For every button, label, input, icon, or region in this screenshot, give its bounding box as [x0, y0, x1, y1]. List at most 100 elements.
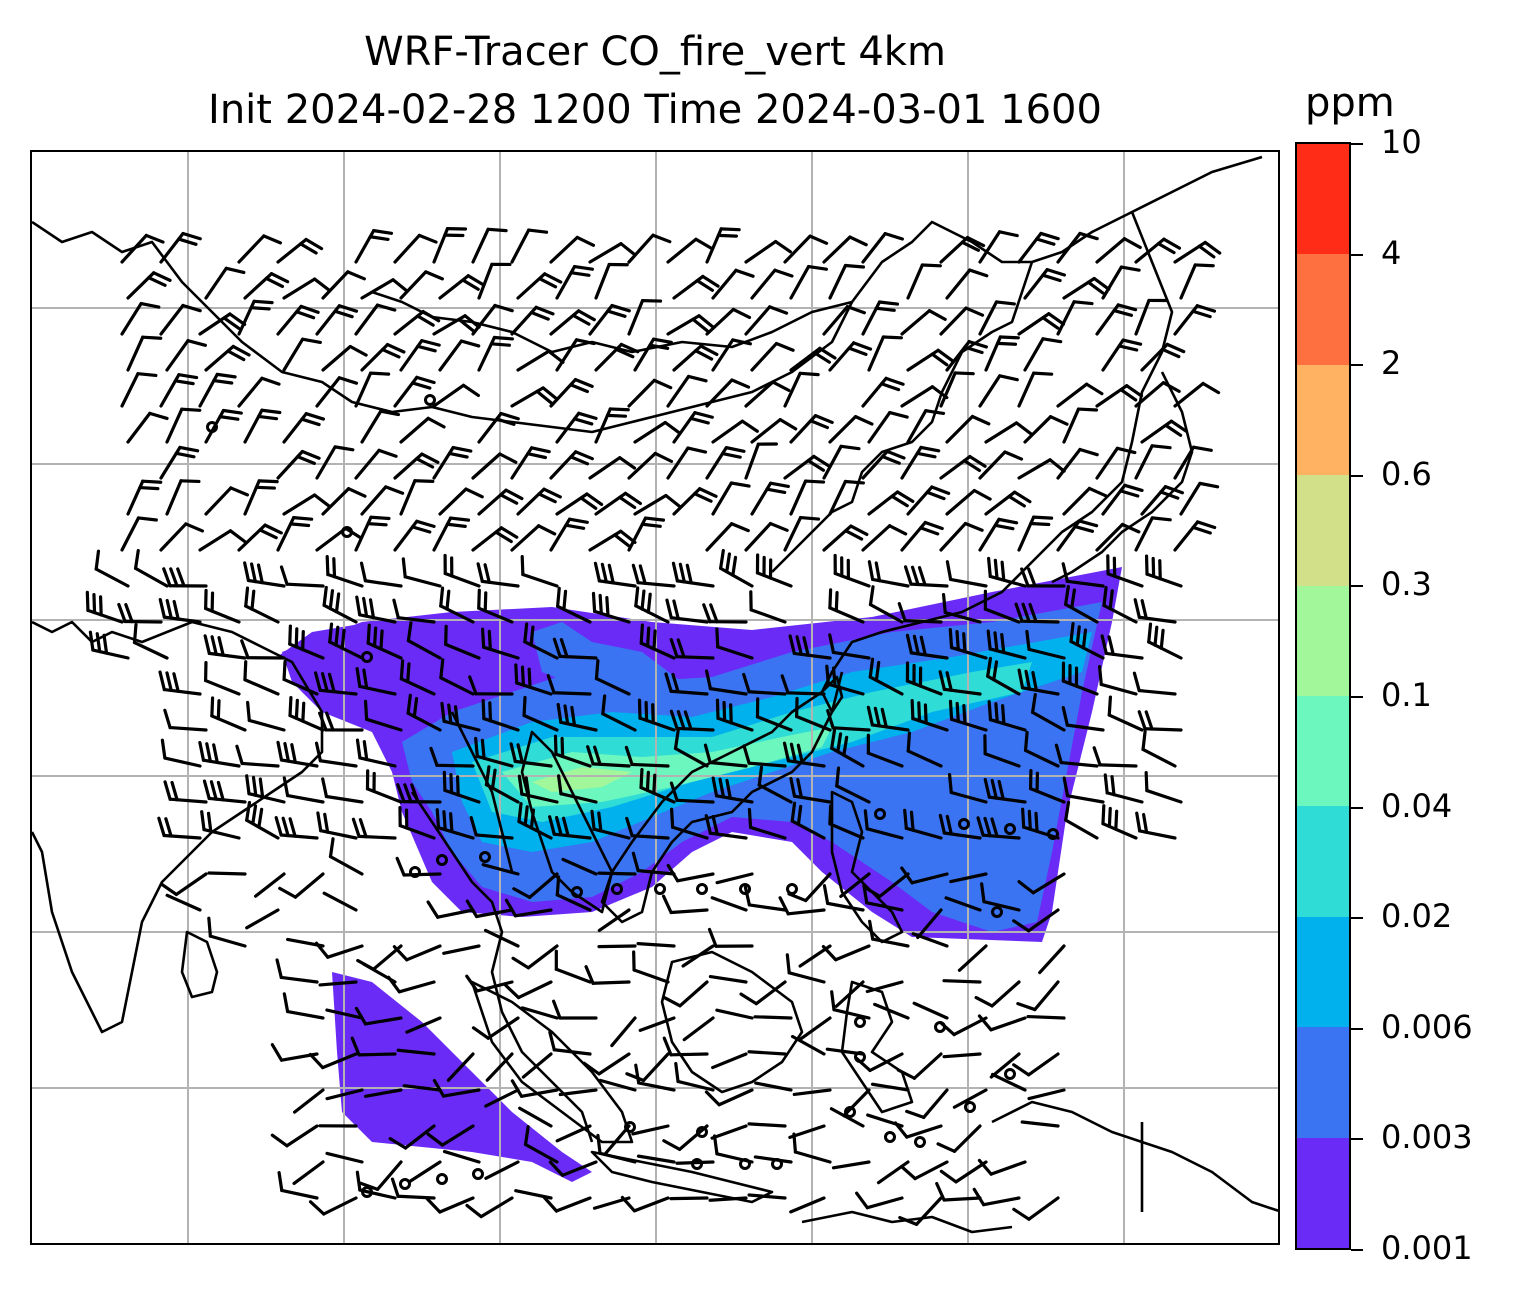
wind-barb: [288, 624, 325, 660]
wind-barb: [987, 700, 1027, 732]
wind-barb: [1056, 382, 1104, 408]
wind-barb: [548, 1030, 592, 1056]
wind-barb: [435, 808, 475, 840]
wind-barb: [588, 456, 637, 480]
wind-barb: [750, 268, 794, 300]
wind-barb: [868, 919, 910, 948]
wind-barb: [1173, 445, 1213, 480]
wind-barb: [245, 800, 280, 840]
wind-barb: [842, 1088, 871, 1118]
wind-barb: [597, 908, 631, 933]
wind-barb: [661, 894, 709, 915]
wind-barb: [672, 274, 720, 300]
wind-barb: [1023, 337, 1063, 372]
wind-barb: [1173, 240, 1222, 264]
wind-barb: [666, 446, 708, 480]
map-panel[interactable]: [30, 150, 1280, 1245]
wind-barb: [552, 999, 598, 1020]
wind-barb: [1020, 1120, 1060, 1128]
wind-barb: [274, 816, 319, 840]
wind-barb: [906, 731, 943, 768]
wind-barb: [681, 944, 715, 968]
wind-barb: [432, 227, 468, 264]
wind-barb: [159, 445, 200, 480]
wind-barb: [392, 598, 436, 624]
wind-barb: [315, 304, 359, 336]
coastlines-and-borders: [32, 155, 1278, 1234]
wind-barb: [662, 1036, 709, 1057]
coast-northwest: [32, 155, 1263, 434]
wind-barb: [465, 1196, 514, 1219]
wind-barb: [591, 591, 631, 624]
colorbar-tick: [1351, 143, 1363, 145]
wind-barb: [828, 263, 866, 300]
wind-barb: [325, 1151, 364, 1164]
wind-barb: [596, 1133, 637, 1164]
wind-barb: [978, 450, 1024, 480]
wind-barb: [906, 409, 946, 444]
wind-barb: [398, 806, 436, 840]
wind-barb: [905, 633, 949, 660]
wind-barb: [742, 744, 787, 768]
wind-barb: [682, 1016, 715, 1042]
wind-barb: [703, 743, 748, 768]
wind-barb: [861, 376, 905, 408]
wind-barb: [354, 448, 398, 480]
wind-barb: [1179, 481, 1220, 516]
wind-barb: [601, 694, 637, 732]
wind-barb: [120, 372, 158, 408]
wind-barb: [1101, 483, 1144, 516]
wind-barb: [243, 479, 279, 516]
wind-barb: [1134, 444, 1172, 480]
wind-barb: [1017, 458, 1066, 480]
wind-barb: [830, 728, 865, 768]
calm-wind-circle: [958, 818, 970, 830]
wind-barb: [517, 802, 553, 840]
border-myanmar-thailand: [450, 711, 514, 873]
wind-barb: [210, 696, 247, 732]
wind-barb: [783, 515, 821, 552]
wind-barb: [314, 941, 364, 959]
wind-barb: [393, 519, 436, 552]
wind-barb: [1100, 634, 1144, 660]
wind-barb: [1025, 629, 1066, 660]
wind-barb: [510, 524, 557, 552]
wind-barb: [747, 1122, 787, 1128]
wind-barb: [442, 944, 481, 955]
coast-sumatra: [470, 980, 634, 1144]
wind-barb: [829, 1107, 865, 1128]
wind-barb: [237, 376, 281, 408]
wind-barb: [485, 1052, 514, 1082]
lat-lon-gridlines: [32, 152, 1278, 1243]
wind-barb: [1056, 519, 1099, 552]
wind-barb: [282, 776, 325, 804]
colorbar-tick-label: 2: [1381, 344, 1402, 383]
wind-barb: [355, 738, 397, 768]
wind-barb: [598, 1078, 637, 1092]
wind-barb: [744, 380, 791, 408]
wind-barb: [627, 299, 663, 336]
wind-barb: [408, 1160, 442, 1184]
wind-barb: [520, 1006, 559, 1020]
wind-barb: [704, 814, 748, 840]
wind-barb: [516, 349, 565, 372]
wind-barb: [1134, 516, 1172, 552]
coast-indochina: [410, 791, 594, 1143]
wind-barb: [749, 590, 787, 624]
wind-barb: [504, 898, 553, 918]
wind-barb: [270, 1124, 319, 1148]
wind-barb: [235, 744, 280, 768]
wind-barb: [276, 304, 320, 336]
coast-lesser-sunda: [801, 1210, 1013, 1234]
wind-barb: [1135, 811, 1177, 840]
wind-barb: [159, 373, 199, 408]
wind-barb: [1173, 381, 1221, 408]
wind-barb: [897, 602, 943, 624]
wind-barb: [522, 695, 559, 732]
calm-wind-circle: [964, 1101, 976, 1113]
wind-barb: [792, 1132, 832, 1164]
calm-wind-circle: [1004, 1068, 1016, 1080]
wind-barb: [471, 1016, 520, 1040]
calm-wind-circle: [361, 1186, 373, 1198]
wind-barb: [279, 565, 325, 588]
